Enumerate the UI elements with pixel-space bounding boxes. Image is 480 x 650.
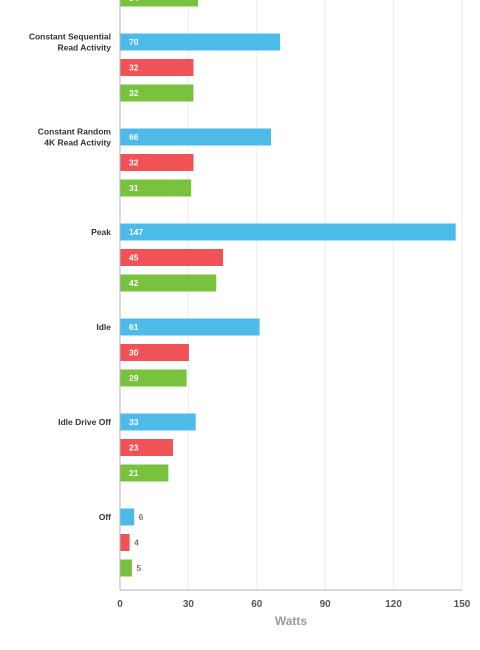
bar-value-label: 33 [129,417,139,427]
bar-value-label: 30 [129,348,139,358]
bar-value-label: 32 [129,88,139,98]
category-label: Peak [91,227,111,237]
x-tick-label: 30 [183,599,195,610]
x-axis-title: Watts [275,614,308,628]
category-label: 4K Read Activity [44,138,111,148]
bar [120,344,189,361]
bar-value-label: 32 [129,158,139,168]
bar-value-label: 4 [134,538,139,548]
x-axis: 0 30 60 90 120 150 Watts [117,0,471,628]
bar [120,559,132,577]
grid-layer [187,0,463,590]
category-label: Read Activity [57,43,111,53]
bar [120,464,169,482]
bar-value-label: 70 [129,37,139,47]
category-label: Off [99,512,111,522]
bar-value-label: 31 [129,183,139,193]
bar-value-label: 66 [129,132,139,142]
bar-value-label: 45 [129,253,139,263]
category-label: Constant Sequential [29,32,111,42]
category-label: Constant Random [38,127,112,137]
bar [120,249,224,266]
bar-value-label: 147 [129,227,143,237]
bar-value-label: 23 [129,443,139,453]
bar-value-label: 6 [139,512,144,522]
bar [120,369,187,387]
bar [120,33,281,51]
category-label: Idle [96,322,111,332]
bar [120,179,192,197]
x-tick-label: 60 [251,599,263,610]
bar [120,413,196,431]
bar-value-label: 32 [129,63,139,73]
x-tick-label: 0 [117,599,123,610]
bar [120,128,271,146]
bar [120,223,456,241]
bar-value-label: 34 [129,0,139,3]
x-tick-label: 90 [320,599,332,610]
bar [120,508,135,526]
bar-value-label: 42 [129,278,139,288]
bar [120,0,199,7]
bar [120,59,194,76]
bar [120,318,260,336]
x-tick-label: 120 [385,599,402,610]
bar-value-label: 29 [129,373,139,383]
bar [120,534,130,551]
category-label: Idle Drive Off [58,417,111,427]
bars-layer [120,0,456,577]
bar [120,154,194,171]
bar-value-label: 21 [129,468,139,478]
bar [120,274,217,292]
bar [120,439,173,456]
x-tick-label: 150 [454,599,471,610]
bar-value-label: 5 [136,563,141,573]
bar-value-label: 61 [129,322,139,332]
bar [120,84,194,102]
